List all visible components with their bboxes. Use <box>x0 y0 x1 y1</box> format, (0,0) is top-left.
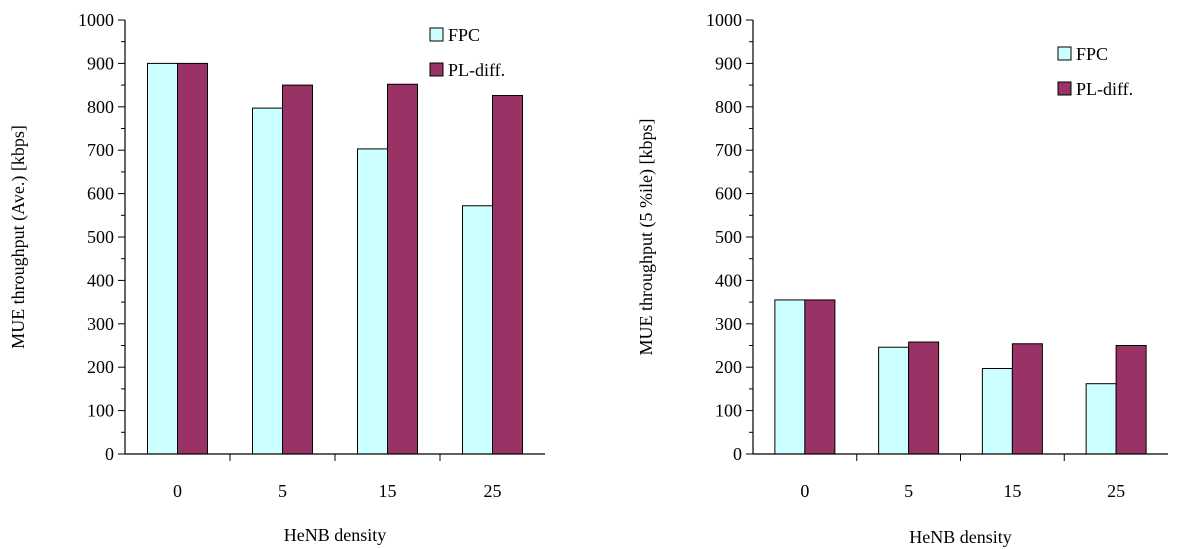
y-tick-label: 0 <box>733 444 742 464</box>
legend-label-fpc: FPC <box>1076 44 1108 64</box>
y-tick-label: 0 <box>105 444 114 464</box>
x-tick-label: 0 <box>800 481 809 501</box>
x-axis-label: HeNB density <box>909 527 1012 547</box>
x-tick-label: 15 <box>1003 481 1021 501</box>
x-tick-label: 25 <box>1107 481 1125 501</box>
y-tick-label: 600 <box>87 184 114 204</box>
bar-fpc-0 <box>774 299 806 455</box>
chart-5th-percentile-throughput: 0 100 200 300 400 500 600 700 800 900 1000 0 5 15 25 He… <box>636 10 1168 547</box>
y-axis-label: MUE throughput (5 %ile) [kbps] <box>636 119 657 356</box>
legend-swatch-fpc <box>1057 46 1072 61</box>
y-tick-label: 400 <box>87 270 114 290</box>
legend-swatch-pl-diff <box>1057 81 1072 96</box>
y-tick-label: 800 <box>715 97 742 117</box>
y-tick-label: 100 <box>87 401 114 421</box>
legend-swatch-fpc <box>429 27 444 42</box>
bar-fpc-25 <box>1085 383 1117 455</box>
y-tick-label: 200 <box>715 357 742 377</box>
x-tick-label: 15 <box>379 481 397 501</box>
y-tick-label: 900 <box>715 53 742 73</box>
y-tick-label: 300 <box>87 314 114 334</box>
bar-pl-diff-5 <box>282 84 313 455</box>
bar-fpc-15 <box>357 148 388 455</box>
y-tick-label: 800 <box>87 97 114 117</box>
legend-label-pl-diff: PL-diff. <box>448 60 505 80</box>
y-tick-label: 200 <box>87 357 114 377</box>
bar-pl-diff-15 <box>1011 343 1043 455</box>
y-tick-label: 500 <box>87 227 114 247</box>
y-tick-label: 600 <box>715 184 742 204</box>
bar-pl-diff-25 <box>1115 345 1147 455</box>
y-tick-label: 100 <box>715 401 742 421</box>
y-tick-label: 1000 <box>78 10 114 30</box>
chart-average-throughput: 0 100 200 300 400 500 600 700 800 900 1000 0 5 15 25 He… <box>8 10 545 545</box>
x-axis-label: HeNB density <box>284 525 387 545</box>
bar-pl-diff-0 <box>177 62 208 455</box>
y-tick-label: 300 <box>715 314 742 334</box>
y-tick-label: 1000 <box>706 10 742 30</box>
legend-label-fpc: FPC <box>448 25 480 45</box>
bar-pl-diff-25 <box>492 95 523 455</box>
legend: FPC PL-diff. <box>1057 44 1133 99</box>
bar-fpc-5 <box>252 107 283 455</box>
bar-pl-diff-0 <box>804 299 836 455</box>
x-tick-label: 25 <box>484 481 502 501</box>
bar-fpc-0 <box>147 62 178 455</box>
x-tick-label: 0 <box>173 481 182 501</box>
bar-pl-diff-15 <box>387 83 418 455</box>
legend: FPC PL-diff. <box>429 25 505 80</box>
x-tick-label: 5 <box>904 481 913 501</box>
legend-label-pl-diff: PL-diff. <box>1076 79 1133 99</box>
y-axis-label: MUE throughput (Ave.) [kbps] <box>8 125 29 349</box>
x-tick-label: 5 <box>278 481 287 501</box>
y-tick-label: 400 <box>715 270 742 290</box>
bar-fpc-5 <box>878 346 910 455</box>
bar-fpc-15 <box>981 368 1013 455</box>
bar-fpc-25 <box>462 205 493 455</box>
bar-pl-diff-5 <box>908 341 940 455</box>
y-tick-label: 700 <box>87 140 114 160</box>
y-tick-label: 500 <box>715 227 742 247</box>
y-tick-label: 900 <box>87 53 114 73</box>
legend-swatch-pl-diff <box>429 62 444 77</box>
y-tick-label: 700 <box>715 140 742 160</box>
